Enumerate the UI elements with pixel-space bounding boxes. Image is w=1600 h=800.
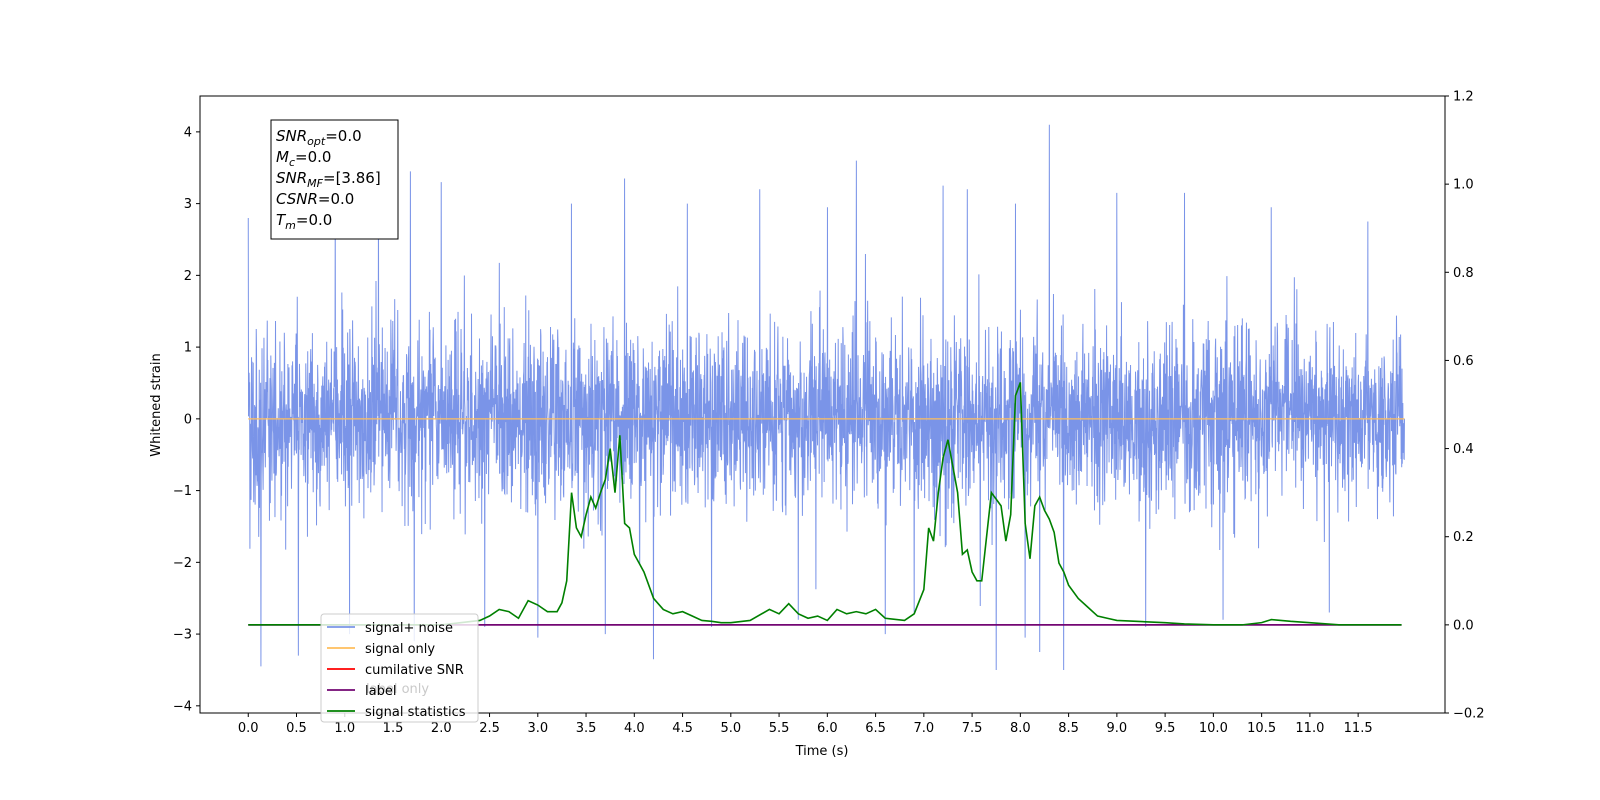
y-tick-label: −3 xyxy=(173,628,192,643)
x-tick-label: 6.5 xyxy=(865,721,886,736)
x-tick-label: 3.5 xyxy=(576,721,597,736)
y2-tick-label: −0.2 xyxy=(1453,707,1485,722)
x-tick-label: 0.0 xyxy=(238,721,259,736)
legend-entry-label: signal only xyxy=(365,642,435,657)
x-tick-label: 4.5 xyxy=(672,721,693,736)
x-tick-label: 4.0 xyxy=(624,721,645,736)
y-tick-label: 0 xyxy=(184,412,192,427)
x-tick-label: 8.0 xyxy=(1010,721,1031,736)
info-box-line: Mc=0.0 xyxy=(276,148,331,169)
x-tick-label: 8.5 xyxy=(1058,721,1079,736)
x-tick-label: 5.0 xyxy=(720,721,741,736)
x-axis-label: Time (s) xyxy=(795,744,849,759)
plot-layer xyxy=(247,124,1405,670)
x-tick-label: 2.5 xyxy=(479,721,500,736)
y2-tick-label: 0.4 xyxy=(1453,442,1474,457)
y2-tick-label: 0.2 xyxy=(1453,530,1474,545)
x-tick-label: 10.5 xyxy=(1247,721,1276,736)
noise-series-line xyxy=(247,124,1405,670)
y-tick-label: 4 xyxy=(184,125,192,140)
x-tick-label: 11.0 xyxy=(1295,721,1324,736)
y-axis-label: Whitened strain xyxy=(149,353,164,456)
x-tick-label: 1.0 xyxy=(334,721,355,736)
x-tick-label: 11.5 xyxy=(1344,721,1373,736)
info-box-line: SNRMF=[3.86] xyxy=(276,169,381,190)
y-tick-label: −4 xyxy=(173,699,192,714)
x-tick-label: 9.0 xyxy=(1107,721,1128,736)
plot-frame xyxy=(199,95,1446,714)
x-tick-label: 2.0 xyxy=(431,721,452,736)
y-tick-label: 3 xyxy=(184,197,192,212)
y-tick-label: −1 xyxy=(173,484,192,499)
y-tick-label: 2 xyxy=(184,269,192,284)
info-box-line: Tm=0.0 xyxy=(276,211,332,232)
y2-tick-label: 1.2 xyxy=(1453,90,1474,105)
y-tick-label: 1 xyxy=(184,341,192,356)
y2-tick-label: 0.0 xyxy=(1453,618,1474,633)
info-box-frame xyxy=(270,119,399,240)
legend-entry-label: signal statistics xyxy=(365,705,466,720)
legend-hidden-label: label only xyxy=(366,682,429,697)
axes-layer: 0.0 0.5 1.0 1.5 2.0 2.5 3.0 3.5 4.0 4.5 5.0 5.5 6.0 6… xyxy=(173,90,1485,737)
x-tick-label: 1.5 xyxy=(383,721,404,736)
x-tick-label: 0.5 xyxy=(286,721,307,736)
info-box-line: SNRopt=0.0 xyxy=(276,127,362,148)
x-tick-label: 7.0 xyxy=(913,721,934,736)
y2-tick-label: 0.6 xyxy=(1453,354,1474,369)
x-tick-label: 7.5 xyxy=(962,721,983,736)
y2-tick-label: 1.0 xyxy=(1453,178,1474,193)
info-box-line: CSNR=0.0 xyxy=(276,190,354,208)
x-tick-label: 9.5 xyxy=(1155,721,1176,736)
legend-entry-label: cumilative SNR xyxy=(365,663,464,678)
x-tick-label: 3.0 xyxy=(527,721,548,736)
x-tick-label: 5.5 xyxy=(769,721,790,736)
x-tick-label: 6.0 xyxy=(817,721,838,736)
x-tick-label: 10.0 xyxy=(1199,721,1228,736)
legend-entry-label: signal+ noise xyxy=(365,621,453,636)
y-tick-label: −2 xyxy=(173,556,192,571)
signal-statistics-line xyxy=(248,382,1402,626)
legend-entry-label: label xyxy=(365,684,396,699)
y2-tick-label: 0.8 xyxy=(1453,266,1474,281)
legend-frame xyxy=(320,613,479,723)
legend: label only signal+ noise signal only cumila… xyxy=(320,613,479,723)
